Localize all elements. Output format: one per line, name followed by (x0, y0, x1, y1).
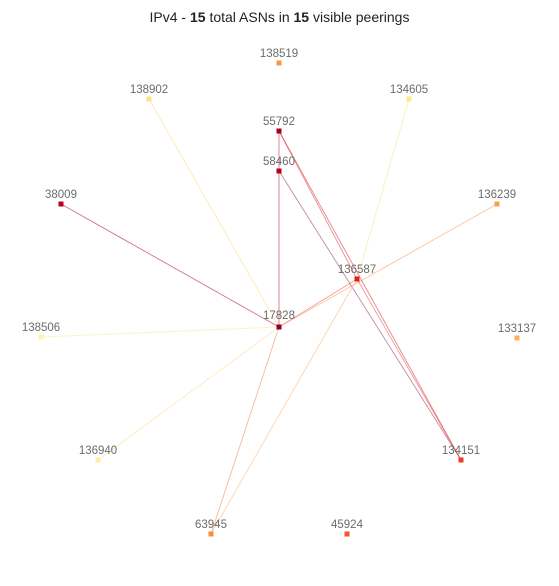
asn-node-136239[interactable]: 136239 (478, 189, 516, 207)
peering-edge-136587-63945 (210, 278, 358, 535)
peering-edge-55792-136587 (278, 130, 358, 280)
peering-edge-17828-63945 (210, 326, 280, 535)
asn-node-marker[interactable] (276, 168, 282, 174)
asn-node-marker[interactable] (406, 96, 412, 102)
asn-node-marker[interactable] (58, 201, 64, 207)
asn-node-marker[interactable] (354, 276, 360, 282)
asn-node-label: 138519 (260, 48, 298, 60)
asn-node-marker[interactable] (458, 457, 464, 463)
asn-node-marker[interactable] (208, 531, 214, 537)
asn-node-marker[interactable] (494, 201, 500, 207)
asn-node-38009[interactable]: 38009 (45, 189, 77, 207)
asn-node-marker[interactable] (146, 96, 152, 102)
asn-node-label: 134151 (442, 445, 480, 457)
asn-node-label: 38009 (45, 189, 77, 201)
title-suffix: visible peerings (309, 9, 410, 25)
asn-node-marker[interactable] (95, 457, 101, 463)
asn-node-label: 138902 (130, 84, 168, 96)
asn-node-label: 136587 (338, 264, 376, 276)
asn-node-136587[interactable]: 136587 (338, 264, 376, 282)
asn-node-label: 45924 (331, 519, 364, 531)
asn-node-label: 17828 (263, 310, 295, 322)
asn-node-marker[interactable] (38, 334, 44, 340)
title-middle: total ASNs in (205, 9, 294, 25)
asn-node-marker[interactable] (276, 324, 282, 330)
asn-node-label: 55792 (263, 116, 295, 128)
asn-node-marker[interactable] (344, 531, 350, 537)
asn-node-label: 133137 (498, 323, 536, 335)
asn-node-marker[interactable] (276, 60, 282, 66)
asn-node-138519[interactable]: 138519 (260, 48, 298, 66)
peering-edge-17828-38009 (60, 203, 280, 328)
peering-edge-17828-138902 (148, 98, 280, 328)
peering-edge-17828-136587 (278, 278, 358, 328)
asn-node-55792[interactable]: 55792 (263, 116, 295, 134)
asn-node-label: 136239 (478, 189, 516, 201)
graph-title: IPv4 - 15 total ASNs in 15 visible peeri… (0, 9, 559, 25)
asn-count: 15 (189, 9, 206, 25)
peering-edge-17828-136940 (97, 326, 280, 461)
node-layer: 17828 55792 58460 38009 136587 134151 45924 639… (22, 48, 536, 537)
asn-node-label: 134605 (390, 84, 428, 96)
peering-edge-58460-134151 (278, 170, 462, 461)
asn-node-17828[interactable]: 17828 (263, 310, 295, 330)
peering-edge-136587-134151 (356, 278, 462, 461)
peering-edge-17828-136239 (278, 203, 498, 328)
asn-node-label: 136940 (79, 445, 117, 457)
edge-layer (40, 98, 498, 535)
title-prefix: IPv4 - (149, 9, 190, 25)
asn-node-63945[interactable]: 63945 (195, 519, 227, 537)
peering-edge-17828-138506 (40, 326, 280, 338)
peering-count: 15 (293, 9, 310, 25)
asn-node-label: 58460 (263, 156, 295, 168)
asn-node-label: 63945 (195, 519, 227, 531)
asn-node-138506[interactable]: 138506 (22, 322, 60, 340)
asn-node-label: 138506 (22, 322, 60, 334)
asn-node-138902[interactable]: 138902 (130, 84, 168, 102)
asn-node-marker[interactable] (514, 335, 520, 341)
asn-node-136940[interactable]: 136940 (79, 445, 117, 463)
asn-node-134605[interactable]: 134605 (390, 84, 428, 102)
asn-node-133137[interactable]: 133137 (498, 323, 536, 341)
asn-node-134151[interactable]: 134151 (442, 445, 480, 463)
peering-edge-136587-134605 (356, 98, 410, 280)
asn-node-45924[interactable]: 45924 (331, 519, 364, 537)
asn-node-58460[interactable]: 58460 (263, 156, 295, 174)
peering-edge-55792-134151 (278, 130, 462, 461)
asn-node-marker[interactable] (276, 128, 282, 134)
